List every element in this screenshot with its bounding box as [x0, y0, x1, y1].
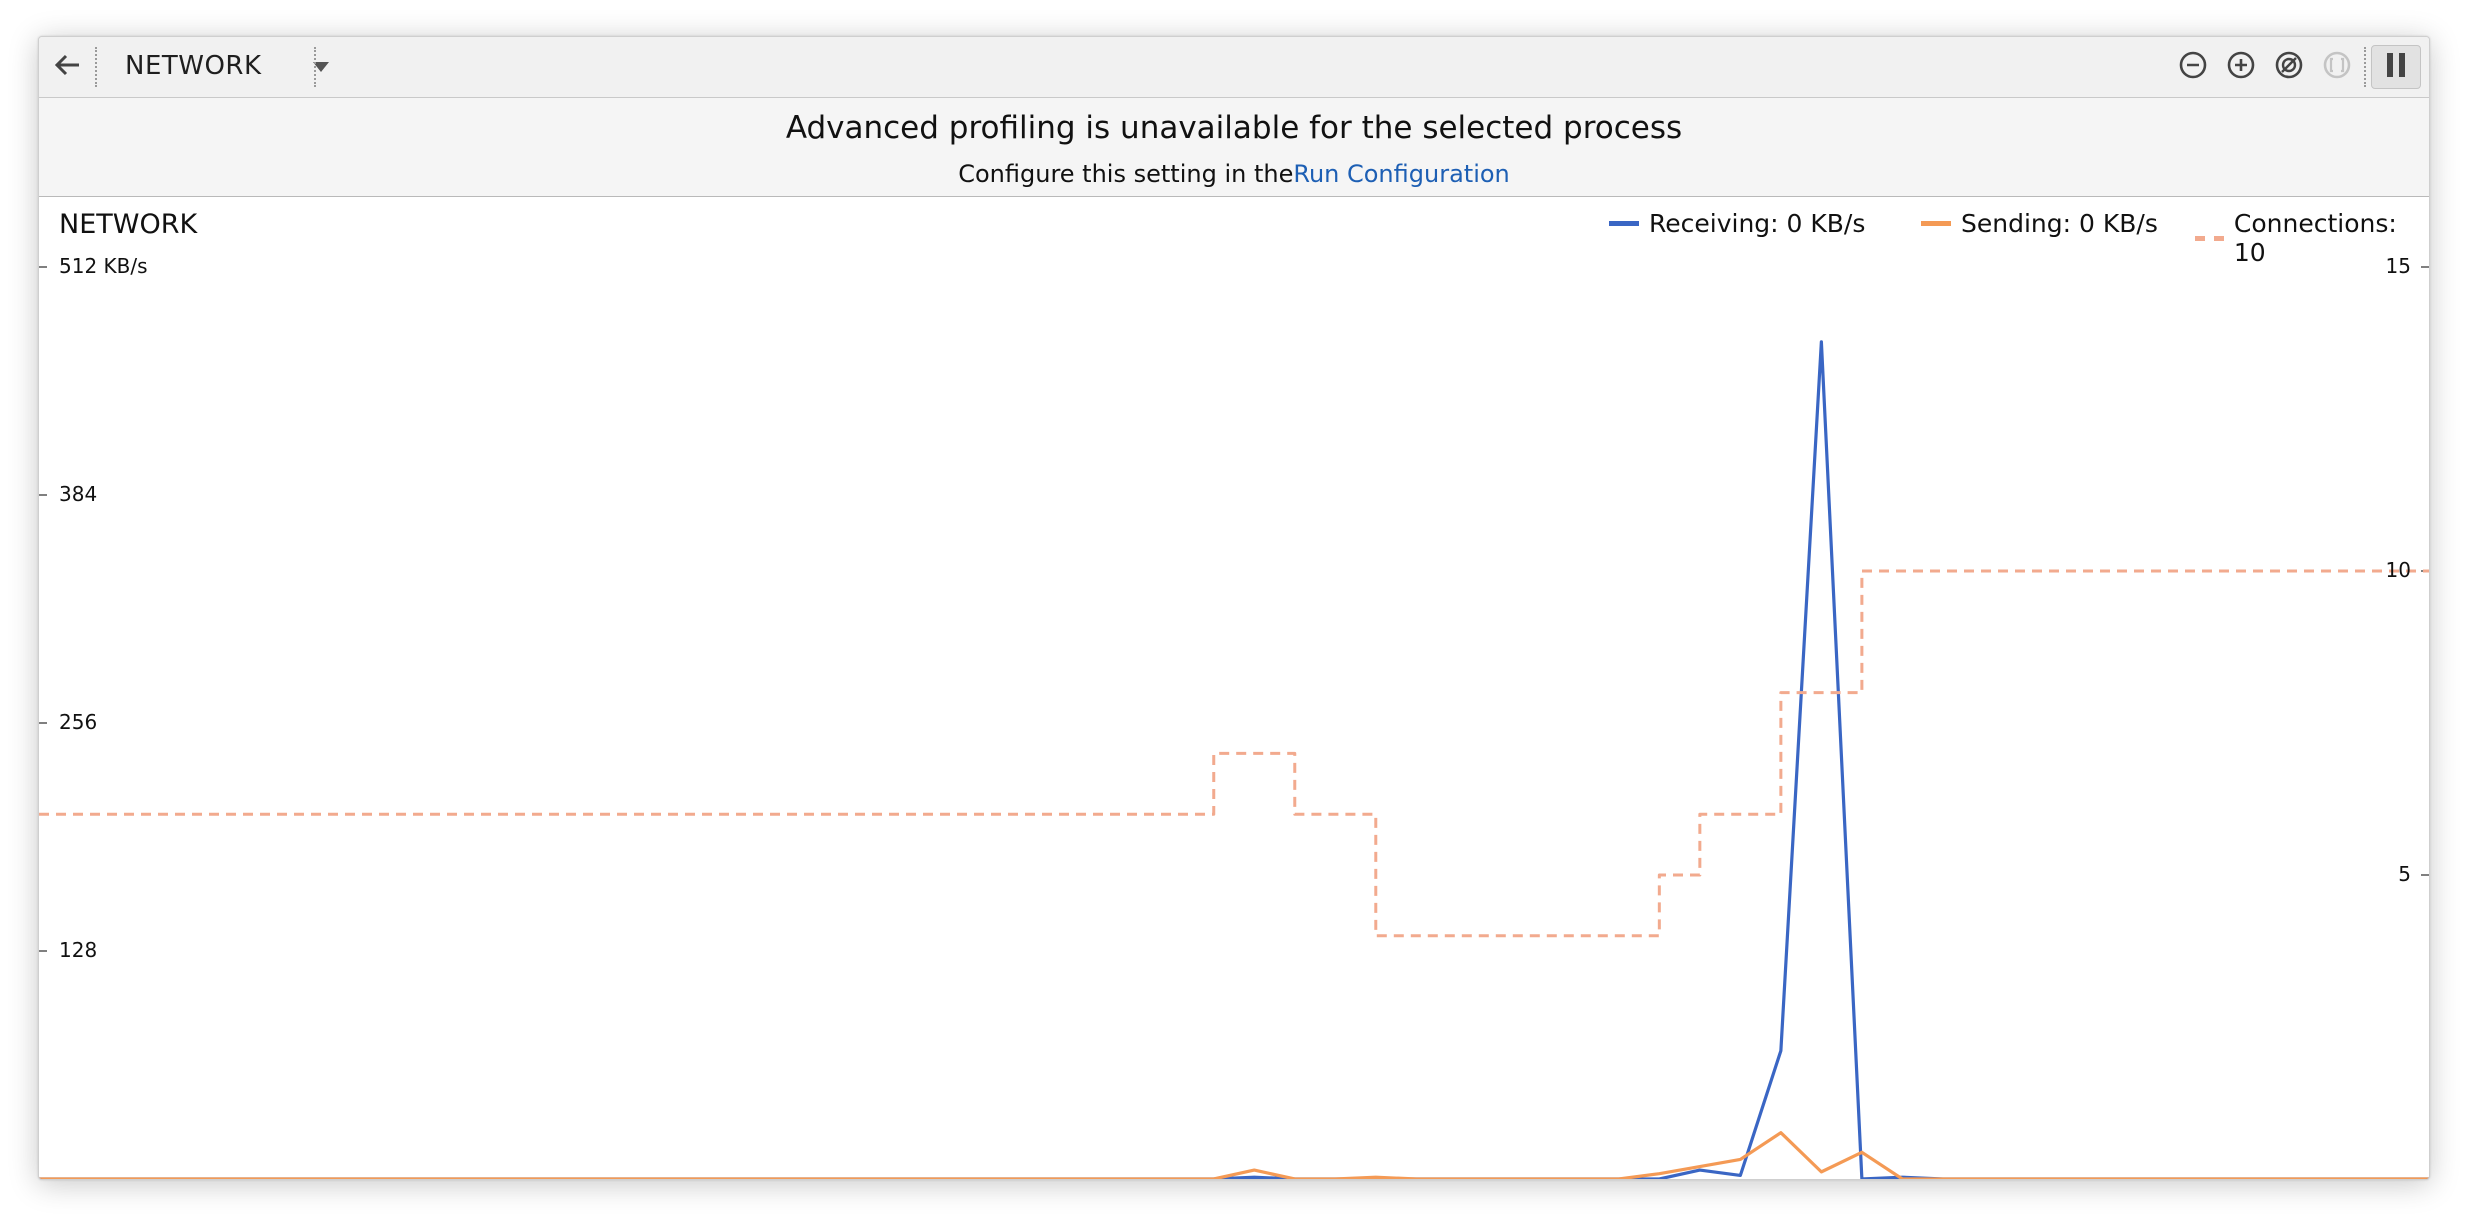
- reset-zoom-button[interactable]: [2271, 49, 2307, 85]
- run-configuration-link[interactable]: Run Configuration: [1293, 160, 1510, 188]
- right-axis-tick-label: 5: [2398, 862, 2411, 886]
- arrow-left-icon: [53, 53, 81, 81]
- connections-series-line: [39, 569, 2429, 938]
- reset-zoom-icon: [2274, 50, 2304, 84]
- zoom-in-button[interactable]: [2223, 49, 2259, 85]
- legend-item-sending: Sending: 0 KB/s: [1921, 209, 2158, 238]
- legend-item-connections: Connections: 10: [2195, 209, 2429, 267]
- pause-button[interactable]: [2371, 45, 2421, 89]
- left-axis-tick-label: 384: [59, 482, 98, 506]
- profiling-unavailable-banner: Advanced profiling is unavailable for th…: [39, 98, 2429, 197]
- banner-title: Advanced profiling is unavailable for th…: [785, 110, 1683, 146]
- sending-series-line: [39, 1131, 2429, 1179]
- chart-title: NETWORK: [59, 209, 198, 240]
- banner-subtitle: Configure this setting in theRun Configu…: [39, 160, 2429, 188]
- pause-icon: [2384, 51, 2408, 83]
- toolbar-separator: [314, 47, 316, 87]
- network-chart-plot: [39, 266, 2429, 1179]
- monitor-label: NETWORK: [125, 51, 262, 81]
- fit-range-icon: [2322, 50, 2352, 84]
- legend-label-connections: Connections: 10: [2233, 209, 2397, 267]
- zoom-in-icon: [2226, 50, 2256, 84]
- caret-down-icon: [311, 59, 331, 78]
- toolbar: NETWORK: [39, 37, 2429, 98]
- zoom-out-button[interactable]: [2175, 49, 2211, 85]
- toolbar-separator: [2364, 47, 2366, 87]
- legend-swatch-receiving: [1609, 221, 1639, 226]
- left-axis-tick-label: 256: [59, 710, 98, 734]
- network-profiler-window: NETWORK: [38, 36, 2430, 1180]
- network-chart[interactable]: NETWORK Receiving: 0 KB/s Sending: 0 KB/s…: [39, 197, 2429, 1179]
- toolbar-separator: [95, 47, 97, 87]
- legend-label-sending: Sending: 0 KB/s: [1961, 209, 2158, 238]
- legend-item-receiving: Receiving: 0 KB/s: [1609, 209, 1865, 238]
- right-axis-tick-label: 15: [2385, 254, 2411, 278]
- monitor-selector[interactable]: NETWORK: [109, 37, 349, 97]
- left-axis-tick-label: 128: [59, 938, 98, 962]
- legend-label-receiving: Receiving: 0 KB/s: [1649, 209, 1866, 238]
- fit-range-button[interactable]: [2319, 49, 2355, 85]
- zoom-out-icon: [2178, 50, 2208, 84]
- back-button[interactable]: [47, 49, 87, 85]
- left-axis-tick-label: 512 KB/s: [59, 254, 148, 278]
- receiving-series-line: [39, 340, 2429, 1179]
- legend-swatch-sending: [1921, 221, 1951, 226]
- legend-swatch-connections: [2195, 235, 2224, 241]
- right-axis-tick-label: 10: [2385, 558, 2411, 582]
- banner-subtitle-text: Configure this setting in the: [958, 160, 1294, 188]
